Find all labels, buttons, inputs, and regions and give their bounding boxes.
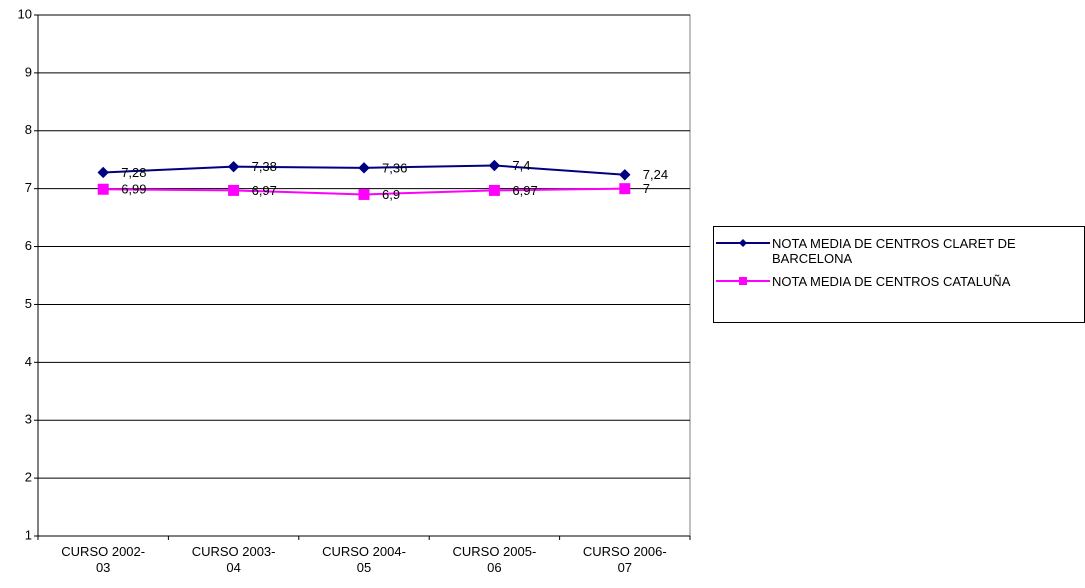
plot-area [37,14,691,537]
y-tick-label: 5 [25,296,32,311]
data-label: 6,97 [252,183,277,198]
legend-marker [739,277,747,285]
point-marker [619,169,631,181]
data-label: 7 [643,181,650,196]
y-tick-label: 1 [25,527,32,542]
y-tick-label: 3 [25,412,32,427]
data-label: 6,99 [121,182,146,197]
y-tick-label: 4 [25,354,32,369]
data-label: 7,24 [643,167,668,182]
x-tick-label: CURSO 2005-06 [452,544,537,575]
y-tick-label: 7 [25,180,32,195]
legend-marker [739,239,747,247]
point-marker [97,166,109,179]
legend-swatch [716,239,770,247]
point-marker [97,183,109,195]
y-tick-label: 6 [25,238,32,253]
point-marker [358,188,370,200]
legend-label: NOTA MEDIA DE CENTROS CATALUÑA [772,274,1011,289]
point-marker [488,159,501,172]
data-label: 7,38 [252,159,277,174]
y-tick-label: 9 [25,64,32,79]
data-label: 6,9 [382,187,400,202]
y-tick-label: 10 [18,6,32,21]
legend: NOTA MEDIA DE CENTROS CLARET DE BARCELON… [713,226,1085,323]
x-tick-label: CURSO 2002-03 [61,544,146,575]
legend-swatch [716,277,770,285]
x-tick-label: CURSO 2004-05 [322,544,406,575]
data-label: 7,36 [382,160,407,175]
legend-label: NOTA MEDIA DE CENTROS CLARET DE BARCELON… [772,236,1016,266]
y-tick-label: 8 [25,122,32,137]
point-marker [228,184,240,196]
point-marker [488,184,500,196]
data-label: 7,4 [512,158,530,173]
data-label: 7,28 [121,165,146,180]
x-tick-label: CURSO 2006-07 [582,544,667,575]
point-marker [227,160,240,173]
point-marker [619,183,631,195]
x-tick-label: CURSO 2003-04 [191,544,276,575]
data-label: 6,97 [512,183,537,198]
y-tick-label: 2 [25,470,32,485]
point-marker [358,162,370,174]
